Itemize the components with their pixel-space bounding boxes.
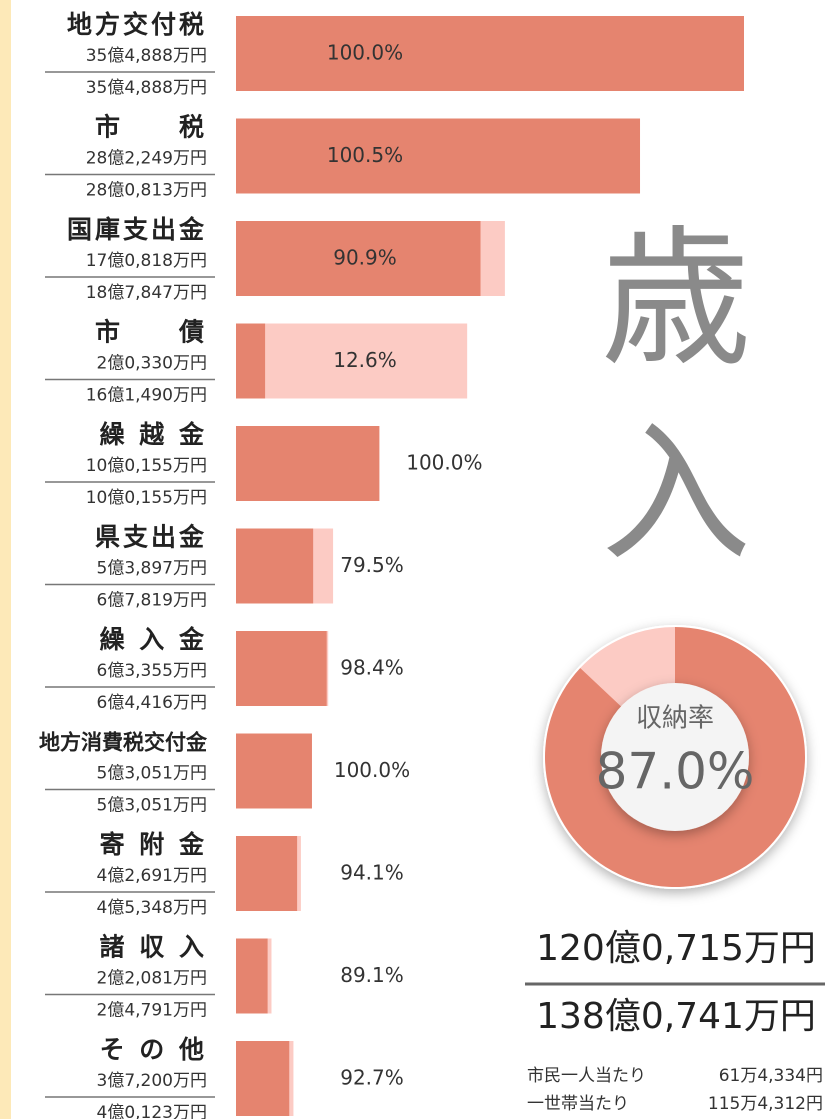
budget-amount: 5億3,051万円: [97, 796, 207, 816]
collected-amount: 6億3,355万円: [97, 661, 207, 681]
collected-bar: [236, 1041, 290, 1116]
collected-bar: [236, 733, 312, 809]
rate-label: 94.1%: [340, 861, 404, 885]
budget-amount: 28億0,813万円: [86, 181, 207, 201]
category-label: 繰 入 金: [100, 625, 207, 654]
collected-amount: 5億3,897万円: [97, 559, 207, 579]
collected-amount: 10億0,155万円: [86, 456, 207, 476]
category-label: 国庫支出金: [67, 215, 207, 244]
budget-bar: [236, 323, 468, 399]
collected-bar: [236, 426, 380, 501]
rate-label: 79.5%: [340, 553, 404, 577]
category-label: 諸 収 入: [100, 933, 207, 962]
collected-amount: 3億7,200万円: [97, 1071, 207, 1091]
budget-amount: 6億7,819万円: [97, 591, 207, 611]
collected-amount: 5億3,051万円: [97, 764, 207, 784]
collected-bar: [236, 528, 314, 604]
donut-collected: [544, 627, 805, 887]
collected-bar: [236, 631, 327, 706]
rate-label: 12.6%: [333, 348, 397, 372]
collected-amount: 4億2,691万円: [97, 866, 207, 886]
category-label: そ の 他: [100, 1035, 207, 1064]
budget-amount: 2億4,791万円: [97, 1001, 207, 1021]
rate-label: 100.5%: [327, 143, 403, 167]
rate-label: 90.9%: [333, 246, 397, 270]
category-label: 県支出金: [95, 523, 207, 552]
budget-amount: 10億0,155万円: [86, 488, 207, 508]
donut-label: 収納率: [636, 704, 714, 734]
collected-bar: [236, 16, 744, 91]
donut-center: [601, 683, 749, 831]
side-stripe: [0, 0, 11, 1119]
budget-amount: 4億0,123万円: [97, 1103, 207, 1119]
collected-amount: 35億4,888万円: [86, 46, 207, 66]
per-capita-value: 61万4,334円: [719, 1066, 823, 1086]
total-collected: 120億0,715万円: [536, 928, 816, 969]
rate-label: 98.4%: [340, 656, 404, 680]
rate-label: 100.0%: [334, 758, 410, 782]
per-capita-label: 市民一人当たり: [527, 1066, 646, 1086]
title-1: 歳: [601, 213, 751, 387]
collected-amount: 2億0,330万円: [97, 354, 207, 374]
collected-bar: [236, 938, 268, 1014]
category-label: 地方消費税交付金: [39, 731, 208, 755]
category-label: 市 債: [95, 318, 207, 347]
rate-label: 100.0%: [327, 41, 403, 65]
title-2: 入: [601, 408, 751, 582]
budget-amount: 35億4,888万円: [86, 78, 207, 98]
rate-label: 89.1%: [340, 963, 404, 987]
collected-bar: [236, 323, 266, 399]
per-household-value: 115万4,312円: [708, 1094, 823, 1114]
category-label: 市 税: [95, 113, 207, 142]
collected-bar: [236, 836, 298, 911]
budget-amount: 6億4,416万円: [97, 693, 207, 713]
category-label: 寄 附 金: [100, 830, 207, 859]
budget-amount: 16億1,490万円: [86, 386, 207, 406]
budget-amount: 4億5,348万円: [97, 898, 207, 918]
collected-amount: 17億0,818万円: [86, 251, 207, 271]
budget-amount: 18億7,847万円: [86, 283, 207, 303]
collected-amount: 28億2,249万円: [86, 149, 207, 169]
collected-bar: [236, 221, 481, 296]
rate-label: 92.7%: [340, 1066, 404, 1090]
collected-bar: [236, 118, 641, 194]
donut-value: 87.0%: [596, 743, 755, 801]
per-household-label: 一世帯当たり: [527, 1094, 629, 1114]
rate-label: 100.0%: [406, 451, 482, 475]
category-label: 繰 越 金: [100, 420, 207, 449]
collected-amount: 2億2,081万円: [97, 969, 207, 989]
category-label: 地方交付税: [67, 10, 207, 39]
total-budget: 138億0,741万円: [536, 996, 816, 1037]
